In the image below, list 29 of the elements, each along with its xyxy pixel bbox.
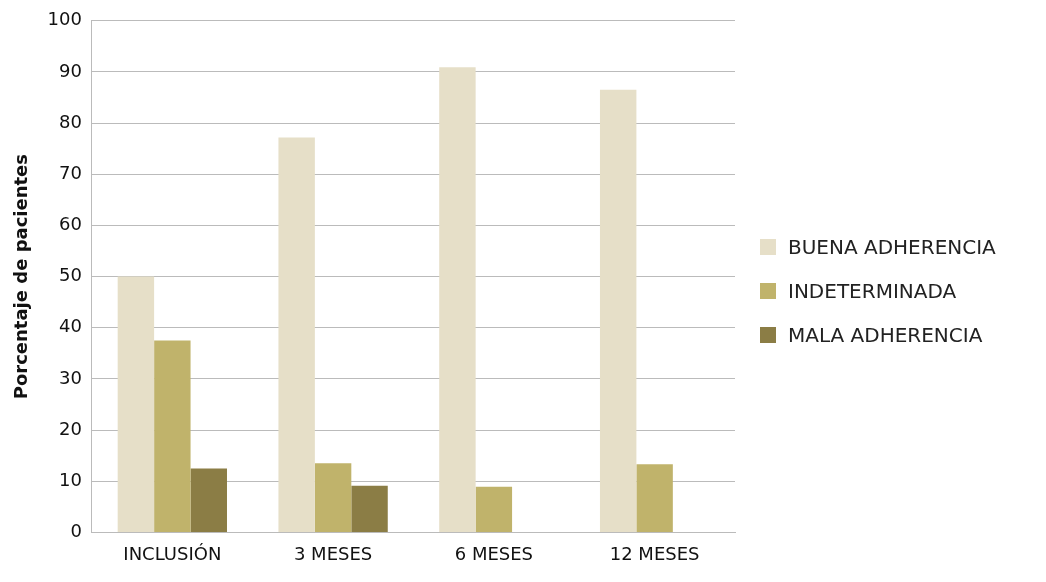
x-tick-label: 3 MESES bbox=[293, 542, 373, 564]
y-tick-label: 0 bbox=[70, 520, 82, 542]
x-tick-label: 12 MESES bbox=[609, 542, 700, 564]
bar bbox=[154, 340, 191, 532]
x-tick-label: 6 MESES bbox=[454, 542, 534, 564]
y-axis-title: Porcentaje de pacientes bbox=[10, 153, 32, 400]
y-tick-label: 60 bbox=[59, 213, 82, 235]
y-tick-label: 40 bbox=[59, 315, 82, 337]
bar bbox=[117, 276, 155, 532]
bar bbox=[475, 486, 513, 532]
legend-label: BUENA ADHERENCIA bbox=[788, 235, 996, 259]
y-tick-label: 80 bbox=[59, 110, 82, 132]
y-tick-label: 90 bbox=[59, 59, 82, 81]
legend-label: INDETERMINADA bbox=[788, 279, 957, 303]
y-tick-label: 30 bbox=[59, 366, 82, 388]
bar bbox=[190, 468, 227, 532]
y-tick-label: 20 bbox=[59, 417, 82, 439]
y-tick-label: 100 bbox=[47, 8, 82, 30]
x-tick-label: INCLUSIÓN bbox=[123, 542, 222, 564]
y-tick-label: 10 bbox=[59, 468, 82, 490]
bar bbox=[351, 485, 388, 532]
y-tick-label: 70 bbox=[59, 161, 82, 183]
bar bbox=[278, 137, 315, 532]
bar bbox=[599, 89, 637, 532]
legend-label: MALA ADHERENCIA bbox=[788, 323, 983, 347]
bar bbox=[439, 67, 476, 532]
bar bbox=[636, 464, 673, 532]
y-tick-label: 50 bbox=[59, 264, 82, 286]
bar bbox=[314, 463, 352, 532]
